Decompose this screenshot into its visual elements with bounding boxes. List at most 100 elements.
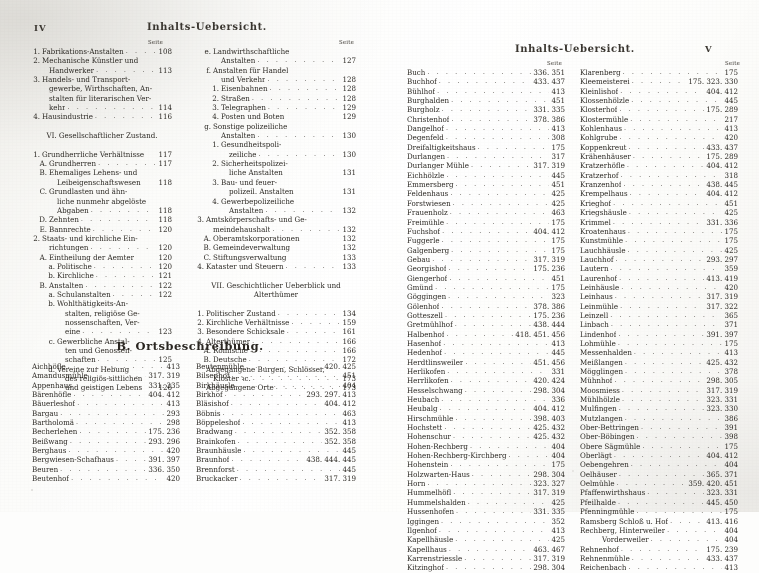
index-entry[interactable]: Hohen-Rechberg. . . . . . . . . . . . . … — [407, 442, 565, 451]
index-entry[interactable]: Kitzinghof. . . . . . . . . . . . . . . … — [407, 563, 565, 572]
toc-entry[interactable]: A. Oberamtskorporationen 132 — [196, 234, 356, 243]
index-entry[interactable]: Dangelhof. . . . . . . . . . . . . . . .… — [407, 124, 565, 133]
index-entry[interactable]: Oberlägt. . . . . . . . . . . . . . . . … — [580, 451, 738, 460]
toc-entry[interactable]: a.Schulanstalten. . . . . . . . . . . . … — [32, 290, 172, 299]
index-entry[interactable]: Hesselschwang. . . . . . . . . . . . . .… — [407, 386, 565, 395]
index-entry[interactable]: Bilsenhof . . . . . . . . . . . . . . . .… — [196, 371, 356, 380]
index-entry[interactable]: Berghaus. . . . . . . . . . . . . . . . … — [32, 446, 180, 455]
toc-entry[interactable]: 4.Kataster und Steuern. . . . . . . . . … — [196, 262, 356, 271]
toc-entry[interactable]: zeiliche. . . . . . . . . . . . . . . . … — [196, 150, 356, 159]
toc-entry[interactable]: stalten für literarischen Ver- — [32, 94, 172, 103]
toc-entry[interactable]: A.Grundherren. . . . . . . . . . . . . .… — [32, 159, 172, 168]
index-entry[interactable]: Böppeleshof. . . . . . . . . . . . . . .… — [196, 418, 356, 427]
index-entry[interactable]: Bäuerleshof. . . . . . . . . . . . . . .… — [32, 399, 180, 408]
index-entry[interactable]: Gretmühlhof. . . . . . . . . . . . . . .… — [407, 320, 565, 329]
index-entry[interactable]: Horn. . . . . . . . . . . . . . . . . . … — [407, 479, 565, 488]
index-entry[interactable]: Holzwarten-Haus. . . . . . . . . . . . .… — [407, 470, 565, 479]
index-entry[interactable]: Beutenmühle. . . . . . . . . . . . . . .… — [196, 362, 356, 371]
index-entry[interactable]: Herrlikofen. . . . . . . . . . . . . . .… — [407, 376, 565, 385]
toc-entry[interactable]: e. Landwirthschaftliche — [196, 47, 356, 56]
index-entry[interactable]: Kunstmühle. . . . . . . . . . . . . . . … — [580, 236, 738, 245]
index-entry[interactable]: Birkhäusle . . . . . . . . . . . . . . . … — [196, 381, 356, 390]
index-entry[interactable]: Lautern. . . . . . . . . . . . . . . . .… — [580, 264, 738, 273]
index-entry[interactable]: Ramsberg Schloß u. Hof. . . . . . . . . … — [580, 517, 738, 526]
index-entry[interactable]: Krähenhäuser. . . . . . . . . . . . . . … — [580, 152, 738, 161]
index-entry[interactable]: Bargau. . . . . . . . . . . . . . . . . … — [32, 409, 180, 418]
index-entry[interactable]: Kriegshäusle. . . . . . . . . . . . . . … — [580, 208, 738, 217]
index-entry[interactable]: Appenhaus. . . . . . . . . . . . . . . .… — [32, 381, 180, 390]
toc-entry[interactable]: 1. Grundherrliche Verhältnisse 117 — [32, 150, 172, 159]
index-entry[interactable]: Herlikofen. . . . . . . . . . . . . . . … — [407, 367, 565, 376]
index-entry[interactable]: Ilgenhof. . . . . . . . . . . . . . . . … — [407, 526, 565, 535]
index-entry[interactable]: Leinhaus. . . . . . . . . . . . . . . . … — [580, 292, 738, 301]
index-entry[interactable]: Kohlgrube. . . . . . . . . . . . . . . .… — [580, 133, 738, 142]
index-entry[interactable]: Eichhölzle. . . . . . . . . . . . . . . … — [407, 171, 565, 180]
toc-entry[interactable]: 2.Kirchliche Verhältnisse. . . . . . . .… — [196, 318, 356, 327]
toc-entry[interactable]: Anstalten. . . . . . . . . . . . . . . .… — [196, 131, 356, 140]
index-entry[interactable]: Lauchhäusle. . . . . . . . . . . . . . .… — [580, 246, 738, 255]
toc-entry[interactable]: Abgegangene Orte. . . . . . . . . . . . … — [196, 383, 356, 392]
toc-entry[interactable]: B.Anstalten. . . . . . . . . . . . . . .… — [32, 281, 172, 290]
index-entry[interactable]: Brennforst. . . . . . . . . . . . . . . … — [196, 465, 356, 474]
index-entry[interactable]: Buch. . . . . . . . . . . . . . . . . . … — [407, 68, 565, 77]
index-entry[interactable]: Buchhof. . . . . . . . . . . . . . . . .… — [407, 77, 565, 86]
index-entry[interactable]: Meißlangen. . . . . . . . . . . . . . . … — [580, 358, 738, 367]
index-entry[interactable]: Bruckacker. . . . . . . . . . . . . . . … — [196, 474, 356, 483]
toc-entry[interactable]: polizeil. Anstalten 131 — [196, 187, 356, 196]
index-entry[interactable]: Hohen-Rechberg-Kirchberg. . . . . . . . … — [407, 451, 565, 460]
toc-entry[interactable]: Abgaben. . . . . . . . . . . . . . . . .… — [32, 206, 172, 215]
index-entry[interactable]: Mulfingen. . . . . . . . . . . . . . . .… — [580, 404, 738, 413]
toc-entry[interactable]: Handwerker. . . . . . . . . . . . . . . … — [32, 66, 172, 75]
toc-entry[interactable]: 4. Posten und Boten 129 — [196, 112, 356, 121]
toc-entry[interactable]: liche Anstalten 131 — [196, 168, 356, 177]
index-entry[interactable]: Krimmel. . . . . . . . . . . . . . . . .… — [580, 218, 738, 227]
index-entry[interactable]: Durlangen. . . . . . . . . . . . . . . .… — [407, 152, 565, 161]
index-entry[interactable]: Iggingen. . . . . . . . . . . . . . . . … — [407, 517, 565, 526]
index-entry[interactable]: Brainkofen. . . . . . . . . . . . . . . … — [196, 437, 356, 446]
index-entry[interactable]: Vorderweiler. . . . . . . . . . . . . . … — [580, 535, 738, 544]
index-entry[interactable]: Rehnenmühle. . . . . . . . . . . . . . .… — [580, 554, 738, 563]
toc-entry[interactable]: b. Wohlthätigkeits-An- — [32, 299, 172, 308]
index-entry[interactable]: Hochstett. . . . . . . . . . . . . . . .… — [407, 423, 565, 432]
index-entry[interactable]: Rehnenhof. . . . . . . . . . . . . . . .… — [580, 545, 738, 554]
index-entry[interactable]: Bärenhöfle. . . . . . . . . . . . . . . … — [32, 390, 180, 399]
index-entry[interactable]: Christenhof. . . . . . . . . . . . . . .… — [407, 115, 565, 124]
toc-entry[interactable]: ten und Genossen- — [32, 346, 172, 355]
index-entry[interactable]: Galgenberg. . . . . . . . . . . . . . . … — [407, 246, 565, 255]
index-entry[interactable]: Böbnis. . . . . . . . . . . . . . . . . … — [196, 409, 356, 418]
index-entry[interactable]: Kratzerhöfle. . . . . . . . . . . . . . … — [580, 161, 738, 170]
index-entry[interactable]: Oelhäuser. . . . . . . . . . . . . . . .… — [580, 470, 738, 479]
toc-entry[interactable]: Klöster ꝛc.. . . . . . . . . . . . . . .… — [196, 374, 356, 383]
index-entry[interactable]: Laurenhof. . . . . . . . . . . . . . . .… — [580, 274, 738, 283]
index-entry[interactable]: Gmünd. . . . . . . . . . . . . . . . . .… — [407, 283, 565, 292]
index-entry[interactable]: Klarenberg. . . . . . . . . . . . . . . … — [580, 68, 738, 77]
index-entry[interactable]: Messenhalden. . . . . . . . . . . . . . … — [580, 348, 738, 357]
toc-entry[interactable]: B. Ehemaliges Lehens- und — [32, 168, 172, 177]
index-entry[interactable]: Hohenstein. . . . . . . . . . . . . . . … — [407, 460, 565, 469]
toc-entry[interactable]: Leibeigenschaftswesen 118 — [32, 178, 172, 187]
index-entry[interactable]: Koppenkreut. . . . . . . . . . . . . . .… — [580, 143, 738, 152]
index-entry[interactable]: Karrenstriessle. . . . . . . . . . . . .… — [407, 554, 565, 563]
index-entry[interactable]: Hohenschur. . . . . . . . . . . . . . . … — [407, 432, 565, 441]
toc-entry[interactable]: 3.Telegraphen. . . . . . . . . . . . . .… — [196, 103, 356, 112]
index-entry[interactable]: Ober-Bettringen. . . . . . . . . . . . .… — [580, 423, 738, 432]
toc-entry[interactable]: richtungen. . . . . . . . . . . . . . . … — [32, 243, 172, 252]
toc-entry[interactable]: meindehaushalt. . . . . . . . . . . . . … — [196, 225, 356, 234]
index-entry[interactable]: Mögglingen. . . . . . . . . . . . . . . … — [580, 367, 738, 376]
toc-entry[interactable]: 4. Gewerbepolizeiliche — [196, 197, 356, 206]
index-entry[interactable]: Mutzlangen. . . . . . . . . . . . . . . … — [580, 414, 738, 423]
index-entry[interactable]: Forstwiesen. . . . . . . . . . . . . . .… — [407, 199, 565, 208]
index-entry[interactable]: Giengerhof. . . . . . . . . . . . . . . … — [407, 274, 565, 283]
index-entry[interactable]: Oebengehren. . . . . . . . . . . . . . .… — [580, 460, 738, 469]
index-entry[interactable]: Oelmühle. . . . . . . . . . . . . . . . … — [580, 479, 738, 488]
index-entry[interactable]: Kranzenhof. . . . . . . . . . . . . . . … — [580, 180, 738, 189]
toc-entry[interactable]: kehr. . . . . . . . . . . . . . . . . . … — [32, 103, 172, 112]
index-entry[interactable]: Klosterhof. . . . . . . . . . . . . . . … — [580, 105, 738, 114]
index-entry[interactable]: Lauchhof. . . . . . . . . . . . . . . . … — [580, 255, 738, 264]
index-entry[interactable]: Obere Sägmühle. . . . . . . . . . . . . … — [580, 442, 738, 451]
index-entry[interactable]: Kleemeisterei. . . . . . . . . . . . . .… — [580, 77, 738, 86]
index-entry[interactable]: Kohlenhaus. . . . . . . . . . . . . . . … — [580, 124, 738, 133]
index-entry[interactable]: Hirschmühle. . . . . . . . . . . . . . .… — [407, 414, 565, 423]
toc-entry[interactable]: schaften. . . . . . . . . . . . . . . . … — [32, 355, 172, 364]
toc-entry[interactable]: 3. Handels- und Transport- — [32, 75, 172, 84]
